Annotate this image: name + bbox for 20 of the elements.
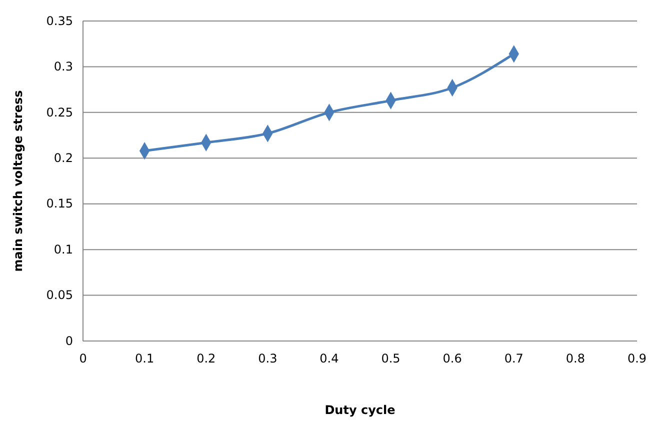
x-tick-label: 0.6 — [442, 352, 462, 366]
y-tick-label: 0.2 — [54, 150, 73, 165]
x-tick-label: 0.8 — [566, 352, 585, 366]
y-tick-label: 0 — [65, 334, 73, 348]
x-tick-label: 0.9 — [627, 352, 647, 366]
x-tick-label: 0.5 — [381, 352, 400, 366]
x-tick-label: 0.4 — [320, 352, 339, 366]
x-tick-label: 0.7 — [504, 352, 524, 366]
x-tick-label: 0.1 — [135, 352, 154, 366]
x-tick-label: 0 — [79, 352, 87, 366]
y-tick-label: 0.3 — [54, 60, 73, 74]
x-axis-title: Duty cycle — [324, 403, 396, 417]
x-tick-label: 0.2 — [196, 352, 216, 366]
y-tick-label: 0.15 — [46, 196, 73, 211]
y-tick-label: 0.05 — [46, 288, 73, 302]
x-tick-label: 0.3 — [258, 352, 278, 366]
y-axis-title: main switch voltage stress — [11, 90, 25, 272]
y-tick-label: 0.25 — [46, 105, 73, 120]
y-tick-label: 0.1 — [54, 242, 73, 256]
y-tick-label: 0.35 — [46, 14, 73, 28]
